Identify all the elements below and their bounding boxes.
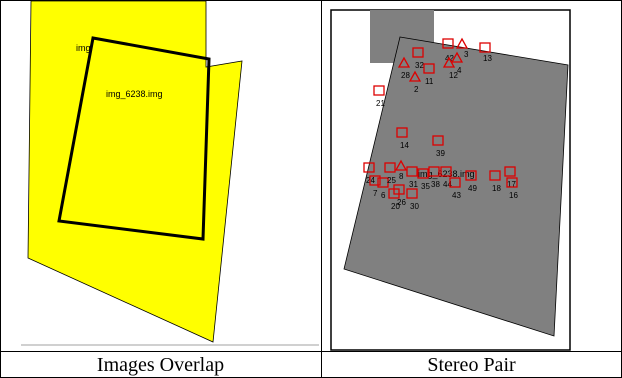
tie-point-marker[interactable]	[449, 177, 461, 188]
tie-point-label: 21	[376, 99, 385, 108]
tie-point-label: 24	[366, 176, 375, 185]
tie-point-marker[interactable]	[408, 70, 422, 82]
tie-point-label: 2	[414, 85, 419, 94]
tie-point-marker[interactable]	[465, 170, 477, 181]
tie-point-label: 18	[492, 184, 501, 193]
tie-point-label: 17	[507, 180, 516, 189]
tie-point-label: 14	[400, 141, 409, 150]
tie-point-marker[interactable]	[406, 166, 418, 177]
tie-point-marker[interactable]	[450, 51, 464, 63]
reference-image-footprint	[27, 1, 243, 343]
images-overlap-view[interactable]: img img_6238.img	[1, 1, 321, 351]
tie-point-marker[interactable]	[377, 177, 389, 188]
tie-point-marker[interactable]	[440, 166, 452, 177]
tie-point-label: 30	[410, 202, 419, 211]
tie-point-marker[interactable]	[373, 85, 385, 96]
tie-point-marker[interactable]	[394, 159, 408, 171]
tie-point-label: 49	[468, 184, 477, 193]
stereo-image-label: img_6238.img	[418, 169, 475, 179]
tie-point-marker[interactable]	[406, 188, 418, 199]
tie-point-marker[interactable]	[393, 184, 405, 195]
tie-point-label: 3	[464, 50, 469, 59]
caption-stereo-pair: Stereo Pair	[427, 354, 516, 376]
tie-point-marker[interactable]	[397, 56, 411, 68]
tie-point-label: 7	[373, 189, 378, 198]
tie-point-marker[interactable]	[489, 170, 501, 181]
tie-point-label: 6	[381, 191, 386, 200]
tie-point-label: 31	[409, 180, 418, 189]
tie-point-label: 4	[457, 66, 462, 75]
tie-point-marker[interactable]	[417, 168, 429, 179]
tie-point-marker[interactable]	[504, 166, 516, 177]
tie-point-label: 32	[415, 61, 424, 70]
tie-point-marker[interactable]	[428, 166, 440, 177]
tie-point-label: 12	[449, 71, 458, 80]
tie-point-marker[interactable]	[363, 162, 375, 173]
tie-point-marker[interactable]	[423, 63, 435, 74]
tie-point-marker[interactable]	[396, 127, 408, 138]
tie-point-marker[interactable]	[384, 162, 396, 173]
tie-point-label: 35	[421, 182, 430, 191]
tie-point-label: 16	[509, 191, 518, 200]
tie-point-label: 8	[399, 172, 404, 181]
tie-point-label: 38	[431, 180, 440, 189]
row-divider	[0, 351, 621, 352]
tie-point-marker[interactable]	[412, 47, 424, 58]
stereo-pair-view[interactable]: img_6238.img 42 3 13 32 12 4 28 11 2 21 14 39 24 8 7 6 2…	[322, 1, 621, 351]
image-outline	[57, 36, 211, 241]
partial-image-label: img	[76, 43, 91, 53]
tie-point-marker[interactable]	[455, 37, 469, 49]
tie-point-label: 25	[387, 176, 396, 185]
tie-point-label: 11	[425, 77, 434, 86]
tie-point-marker[interactable]	[479, 42, 491, 53]
caption-images-overlap: Images Overlap	[96, 354, 225, 376]
tie-point-label: 28	[401, 71, 410, 80]
tie-point-marker[interactable]	[432, 135, 444, 146]
tie-point-label: 43	[452, 191, 461, 200]
image-label: img_6238.img	[106, 89, 163, 99]
tie-point-label: 26	[397, 198, 406, 207]
tie-point-label: 39	[436, 149, 445, 158]
tie-point-marker[interactable]	[506, 177, 518, 188]
column-divider	[321, 0, 322, 377]
tie-point-marker[interactable]	[369, 175, 381, 186]
tie-point-label: 13	[483, 54, 492, 63]
overlap-canvas: img img_6238.img	[21, 1, 319, 346]
tie-point-label: 20	[391, 202, 400, 211]
tie-point-label: 44	[443, 180, 452, 189]
tie-point-marker[interactable]	[442, 38, 454, 49]
